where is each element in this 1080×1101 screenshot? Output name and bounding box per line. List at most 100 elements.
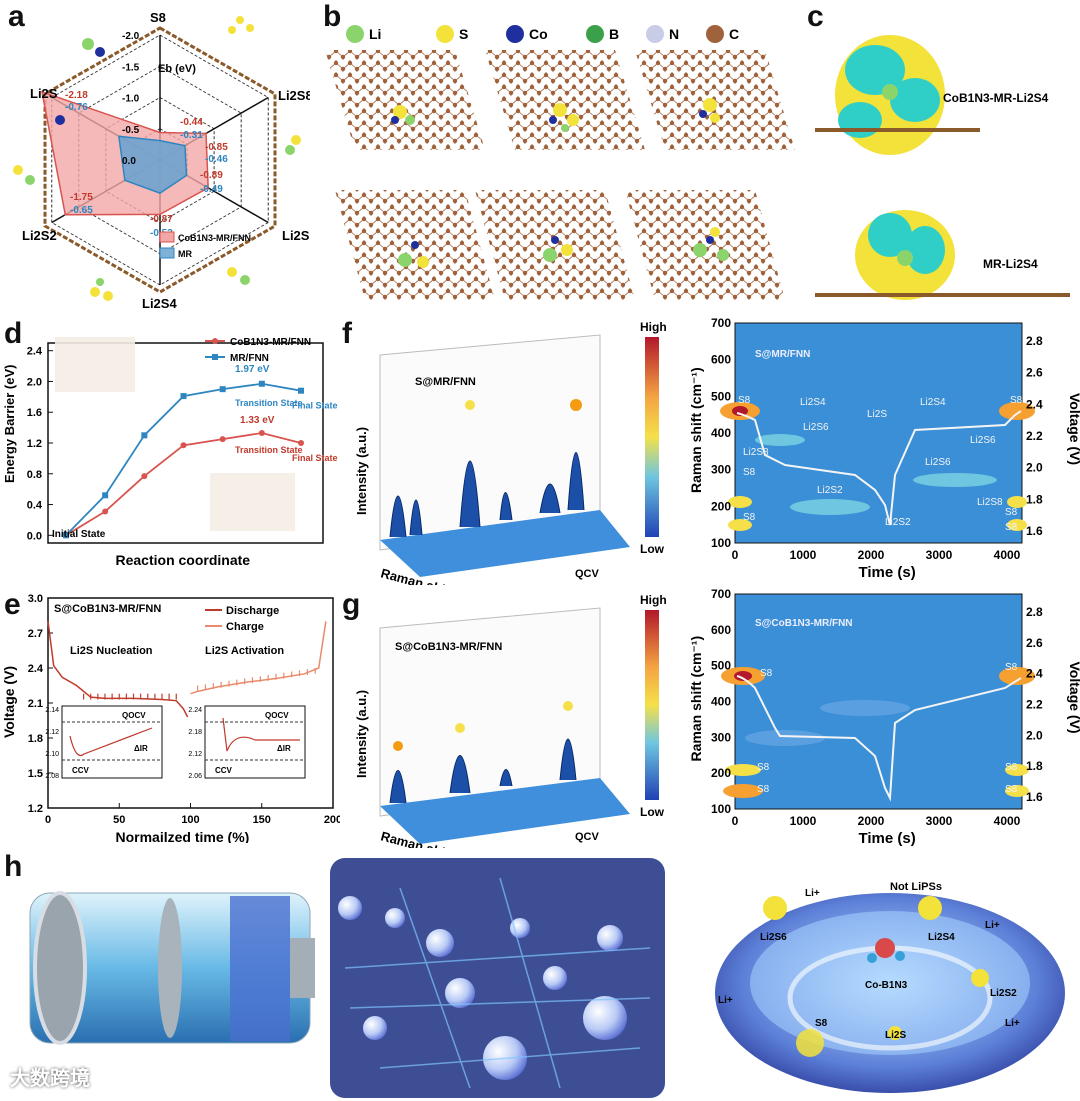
radar-tick: -0.5 — [122, 125, 140, 136]
radar-vertex-S8: S8 — [150, 10, 166, 25]
radar-vertex-Li2S: Li2S — [30, 86, 58, 101]
inset-0 — [61, 705, 163, 779]
panel-a: a Eb (eV) -2.0 -1.5 -1.0 -0.5 0.0 S8 Li2S8 Li2… — [0, 0, 310, 310]
panel-c: c CoB1N3-MR-Li2S4 MR-Li2S4 — [805, 0, 1080, 312]
annotation: Transition State — [235, 445, 303, 455]
inset-curve — [69, 727, 153, 757]
annotation: Initial State — [52, 529, 106, 540]
heatmap-top: S8 Li2S4 Li2S6 Li2S Li2S4 S8 Li2S6 Li2S8 Li2S6 Li… — [685, 315, 1080, 585]
label-li2s2: Li2S2 — [990, 988, 1017, 999]
ytick-label: 0.0 — [27, 530, 42, 542]
radar-value-red: -0.89 — [200, 170, 223, 181]
heat-top-species: Li2S6 — [970, 435, 996, 446]
series-1-point — [141, 432, 148, 439]
annotation: Li2S Activation — [205, 645, 284, 657]
heat-y2tick: 2.6 — [1026, 636, 1043, 650]
heatmap-top-axes: 700 600 500 400 300 200 1000 1000 2000 3000 4000 2.… — [688, 316, 1080, 581]
legend-atom-label: C — [729, 26, 739, 42]
heat-y2label: Voltage (V) — [1067, 662, 1080, 734]
heat-ytick: 300 — [711, 463, 731, 477]
heatmap-bottom-title: S@CoB1N3-MR/FNN — [755, 618, 853, 629]
heat-ytick: 200 — [711, 499, 731, 513]
legend-marker — [212, 354, 218, 360]
heatmap-bottom-voltage-curve — [736, 675, 1022, 802]
heat-ytick: 700 — [711, 588, 731, 601]
legend-text: Charge — [226, 621, 264, 633]
raman-3d-top-surface — [380, 399, 630, 577]
xlabel: Normailzed time (%) — [116, 829, 250, 843]
annotation: Li2S Nucleation — [70, 645, 153, 657]
radar-vertex-labels: S8 Li2S8 Li2S6 Li2S4 Li2S2 Li2S — [22, 10, 310, 310]
panel-b-label: b — [323, 0, 342, 33]
heat-ytick: 300 — [711, 730, 731, 744]
heat-y2tick: 2.0 — [1026, 461, 1043, 475]
xtick-label: 200 — [324, 814, 340, 826]
cdd-mr-label: MR-Li2S4 — [983, 257, 1038, 271]
radar-value-red: -0.85 — [205, 142, 228, 153]
heat-ytick: 100 — [711, 536, 731, 550]
legend-mr: MR — [178, 249, 192, 259]
heat-top-species: S8 — [1005, 507, 1018, 518]
inset-label-dir: ΔIR — [134, 744, 148, 753]
legend-text: MR/FNN — [230, 353, 269, 364]
schematic-illustration: Not LiPSs Li+ Li2S6 Li2S4 Co-B1N3 Li2S2 … — [29, 858, 1065, 1098]
ytick-label: 2.4 — [27, 346, 43, 358]
radar-value-blue: -0.49 — [200, 184, 223, 195]
panel-e: e 1.2 1.5 1.8 2.1 2.4 2.7 3.0 0 50 100 150 200 Volta… — [0, 588, 340, 843]
heat-bottom-species: S8 — [757, 762, 770, 773]
series-0-point — [219, 436, 226, 443]
raman-heatmap-bottom: S8 S8 S8 S8 S8 S8 S@CoB1N3-MR/FNN 700 600 500 40… — [688, 588, 1080, 847]
charge-line — [190, 621, 327, 695]
xtick-label: 150 — [253, 814, 271, 826]
series-1-point — [102, 492, 109, 499]
ytick-label: 1.2 — [28, 803, 43, 815]
heat-xtick: 2000 — [858, 548, 885, 562]
panel-f: f S@MR/FNN Intensity (a.u.) Raman shift … — [340, 315, 685, 585]
series-0-point — [298, 440, 304, 446]
cdd-cob-label: CoB1N3-MR-Li2S4 — [943, 91, 1049, 105]
heat-top-species: S8 — [743, 467, 756, 478]
heat-top-species: Li2S2 — [817, 485, 843, 496]
inset-tick: 2.24 — [188, 707, 202, 714]
panel-d: d 0.0 0.4 0.8 1.2 1.6 2.0 2.4 Energy Barrier (e… — [0, 315, 340, 580]
legend-atom-label: Li — [369, 26, 381, 42]
radar-axis-title: Eb (eV) — [158, 63, 196, 75]
panel-f-label: f — [342, 317, 352, 350]
ytick-label: 0.4 — [27, 500, 43, 512]
series-0-point — [258, 430, 265, 436]
ytick-label: 1.6 — [27, 407, 42, 419]
structure-panel: Li S Co B N C — [325, 25, 795, 300]
panel-c-label: c — [807, 0, 824, 33]
ylabel: Voltage (V) — [1, 666, 17, 738]
heat-top-species: S8 — [738, 395, 751, 406]
heat-top-species: S8 — [1005, 522, 1018, 533]
raman-3d-bottom-surface — [380, 701, 630, 844]
charge-density: CoB1N3-MR-Li2S4 MR-Li2S4 — [815, 35, 1070, 300]
heat-ytick: 100 — [711, 802, 731, 816]
cdd-cob: CoB1N3-MR-Li2S4 — [815, 35, 1049, 155]
series-1-point — [219, 386, 226, 393]
inset-label-qocv: QOCV — [122, 711, 146, 720]
panel-d-label: d — [4, 317, 23, 350]
ytick-label: 2.4 — [28, 663, 44, 675]
chart-title: S@CoB1N3-MR/FNN — [54, 603, 161, 615]
radar-vertex-Li2S6: Li2S6 — [282, 228, 310, 243]
label-li2s6: Li2S6 — [760, 932, 787, 943]
ytick-label: 3.0 — [28, 593, 43, 605]
heat-top-species: Li2S8 — [977, 497, 1003, 508]
inset-tick: 2.08 — [45, 773, 59, 780]
legend-atom-label: S — [459, 26, 468, 42]
heat-ylabel: Raman shift (cm⁻¹) — [688, 636, 704, 762]
label-co-b1n3: Co-B1N3 — [865, 980, 908, 991]
heat-xtick: 4000 — [994, 548, 1021, 562]
heat-xlabel: Time (s) — [859, 830, 916, 847]
label-s8: S8 — [815, 1018, 828, 1029]
heat-xlabel: Time (s) — [859, 564, 916, 581]
heat-ytick: 500 — [711, 389, 731, 403]
inset-tick: 2.06 — [188, 773, 202, 780]
panel-g: g S@CoB1N3-MR/FNN Intensity (a.u.) Raman… — [340, 588, 685, 848]
ytick-label: 2.7 — [28, 628, 43, 640]
xtick-label: 50 — [113, 814, 125, 826]
heat-ytick: 600 — [711, 623, 731, 637]
annotation: Transition State — [235, 398, 303, 408]
